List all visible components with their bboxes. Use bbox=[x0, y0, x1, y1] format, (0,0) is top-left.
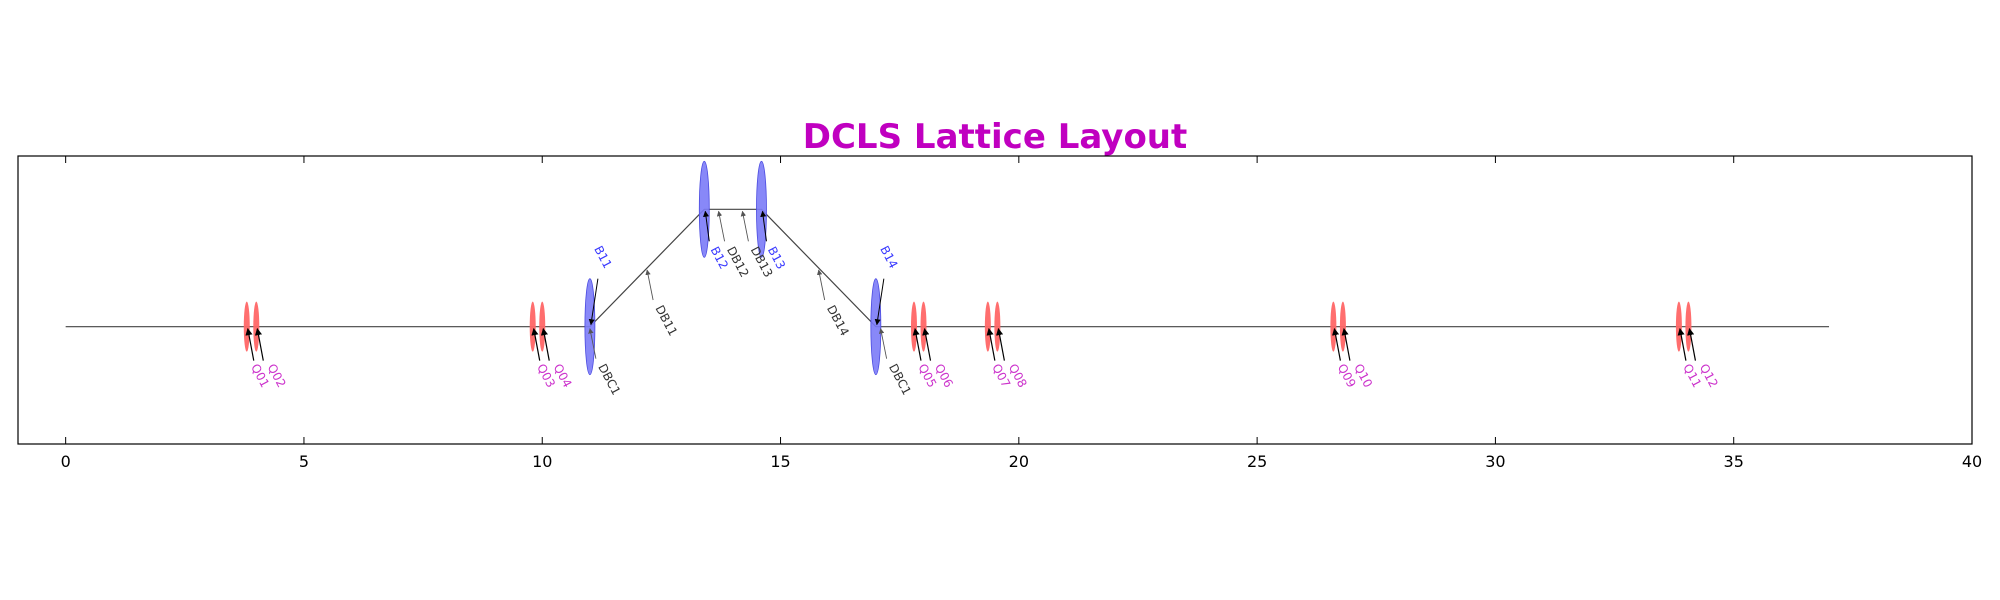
x-tick-label: 10 bbox=[532, 452, 552, 471]
quadrupole-marker bbox=[994, 301, 1001, 352]
quadrupole-arrow bbox=[1687, 327, 1697, 361]
x-tick-label: 35 bbox=[1724, 452, 1744, 471]
drift-arrow bbox=[588, 328, 597, 359]
quadrupole-marker bbox=[1339, 301, 1346, 352]
quadrupole-marker bbox=[984, 301, 991, 352]
drift-arrow bbox=[645, 269, 654, 301]
quadrupole-arrow bbox=[1677, 327, 1687, 361]
drift-label: DBC1 bbox=[595, 362, 623, 398]
quadrupole-marker bbox=[1685, 301, 1692, 352]
quadrupole-marker bbox=[910, 301, 917, 352]
quadrupole-arrow bbox=[922, 327, 932, 361]
x-tick-label: 0 bbox=[61, 452, 71, 471]
quadrupole-marker bbox=[243, 301, 250, 352]
x-tick-label: 30 bbox=[1485, 452, 1505, 471]
dipole-arrow bbox=[588, 278, 599, 326]
plot-title: DCLS Lattice Layout bbox=[803, 117, 1188, 157]
dipole-label: B14 bbox=[877, 244, 900, 271]
x-tick-label: 15 bbox=[770, 452, 790, 471]
x-tick-label: 5 bbox=[299, 452, 309, 471]
quadrupole-marker bbox=[539, 301, 546, 352]
quadrupole-arrow bbox=[912, 327, 922, 361]
drift-label: DB11 bbox=[652, 303, 680, 338]
axes-frame bbox=[17, 155, 1973, 445]
beamline-path bbox=[65, 208, 1830, 328]
drift-arrow bbox=[878, 328, 888, 359]
quadrupole-marker bbox=[529, 301, 536, 352]
dipole-arrow bbox=[703, 210, 710, 242]
quadrupole-arrow bbox=[1341, 327, 1351, 361]
quadrupole-marker bbox=[1675, 301, 1682, 352]
dipole-marker bbox=[870, 278, 882, 376]
drift-label: DBC1 bbox=[886, 362, 914, 398]
dipole-marker bbox=[756, 160, 767, 258]
dipole-marker bbox=[584, 278, 596, 376]
dipole-label: B11 bbox=[591, 244, 614, 271]
quadrupole-marker bbox=[1330, 301, 1337, 352]
dipole-marker bbox=[698, 160, 710, 258]
x-tick-label: 25 bbox=[1247, 452, 1267, 471]
x-tick-label: 20 bbox=[1009, 452, 1029, 471]
dipole-arrow bbox=[760, 210, 767, 242]
quadrupole-arrow bbox=[1332, 327, 1341, 361]
quadrupole-marker bbox=[920, 301, 927, 352]
quadrupole-arrow bbox=[254, 327, 264, 361]
quadrupole-arrow bbox=[540, 327, 550, 361]
quadrupole-marker bbox=[253, 301, 260, 352]
drift-arrow bbox=[740, 210, 749, 242]
drift-label: DB14 bbox=[824, 303, 852, 338]
drift-arrow bbox=[816, 269, 826, 301]
quadrupole-arrow bbox=[986, 327, 996, 361]
dipole-arrow bbox=[874, 278, 885, 326]
quadrupole-arrow bbox=[531, 327, 541, 361]
x-tick-label: 40 bbox=[1962, 452, 1982, 471]
quadrupole-arrow bbox=[996, 327, 1005, 361]
quadrupole-arrow bbox=[245, 327, 255, 361]
drift-arrow bbox=[716, 210, 726, 242]
